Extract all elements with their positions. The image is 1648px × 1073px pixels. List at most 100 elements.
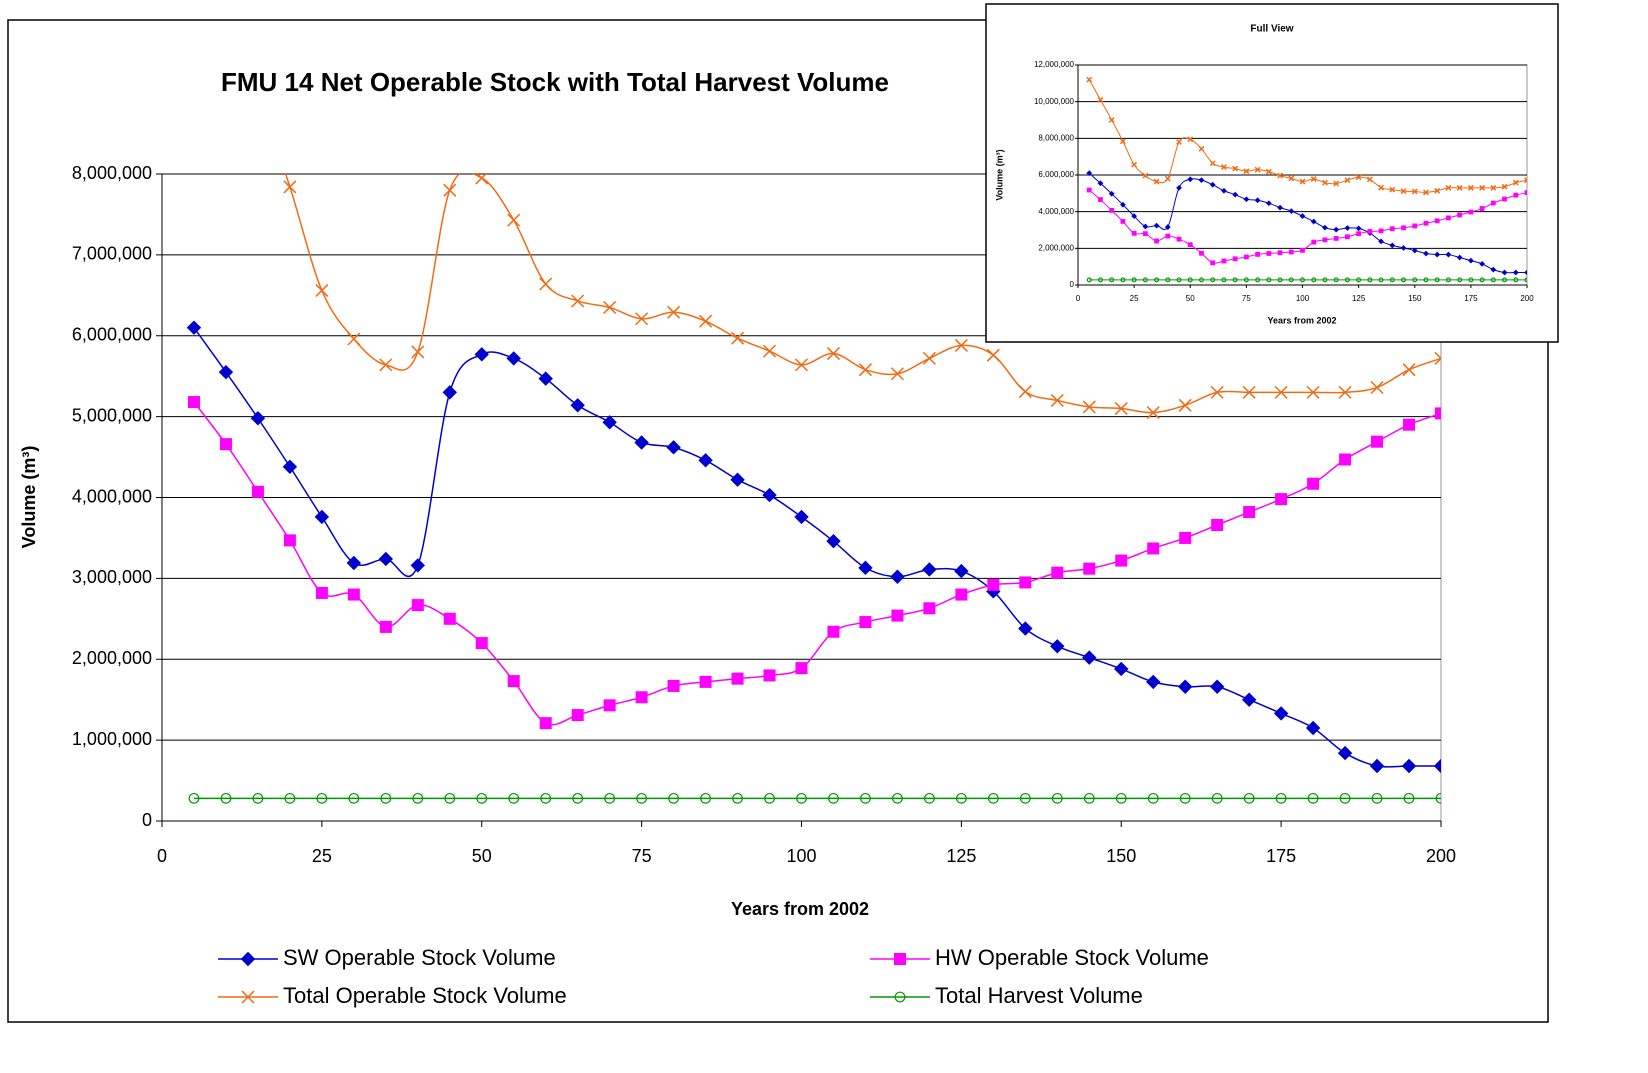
data-point: [1255, 251, 1260, 257]
data-point: [794, 509, 809, 525]
data-point: [1423, 220, 1429, 226]
data-point: [1457, 277, 1463, 283]
data-point: [347, 332, 361, 346]
data-point: [1243, 792, 1255, 804]
data-point: [1098, 197, 1103, 202]
data-point: [1018, 385, 1032, 399]
data-point: [1165, 233, 1171, 239]
data-point: [764, 792, 775, 804]
data-point: [954, 563, 969, 579]
data-point: [1401, 758, 1417, 774]
data-point: [1232, 165, 1239, 172]
y-tick-label: 5,000,000: [72, 405, 152, 425]
data-point: [1019, 792, 1031, 804]
data-point: [1502, 196, 1507, 202]
data-point: [442, 385, 457, 400]
data-point: [538, 371, 553, 386]
data-point: [1389, 226, 1395, 232]
y-tick-label: 1,000,000: [72, 729, 152, 749]
data-point: [1221, 277, 1227, 283]
y-tick-label: 4,000,000: [1038, 207, 1074, 216]
data-point: [1018, 621, 1033, 636]
data-point: [220, 792, 232, 804]
data-point: [922, 562, 937, 577]
data-point: [219, 438, 232, 451]
data-point: [1412, 223, 1418, 229]
data-point: [731, 331, 745, 345]
data-point: [412, 792, 424, 804]
data-point: [635, 312, 649, 326]
y-tick-label: 4,000,000: [72, 486, 152, 506]
data-point: [1265, 168, 1272, 175]
y-axis-label: Volume (m³): [19, 446, 39, 549]
data-point: [1266, 277, 1272, 283]
data-point: [1082, 650, 1097, 665]
data-point: [1255, 277, 1261, 283]
data-point: [858, 560, 873, 576]
data-point: [699, 314, 713, 328]
data-point: [411, 345, 425, 359]
y-tick-label: 0: [1070, 280, 1075, 289]
y-tick-label: 3,000,000: [72, 567, 152, 587]
data-point: [220, 0, 232, 10]
data-point: [1221, 187, 1227, 194]
data-point: [348, 792, 360, 804]
data-point: [1434, 218, 1440, 224]
data-point: [1524, 269, 1527, 276]
data-point: [1446, 215, 1451, 221]
data-point: [251, 485, 264, 498]
data-point: [1355, 225, 1362, 232]
data-point: [1178, 398, 1192, 412]
data-point: [1277, 172, 1283, 179]
data-point: [1232, 256, 1238, 262]
y-tick-label: 2,000,000: [1038, 243, 1074, 252]
data-point: [1403, 418, 1416, 431]
data-point: [1242, 385, 1256, 399]
data-point: [1243, 506, 1256, 519]
data-point: [1108, 117, 1115, 123]
data-point: [250, 411, 266, 426]
data-point: [1479, 206, 1485, 211]
data-point: [410, 558, 425, 573]
y-tick-label: 8,000,000: [1038, 133, 1074, 142]
data-point: [1142, 231, 1148, 237]
x-tick-label: 75: [1242, 294, 1251, 303]
data-point: [1401, 277, 1407, 283]
data-point: [1198, 277, 1204, 283]
legend-label: Total Operable Stock Volume: [283, 983, 567, 1008]
x-tick-label: 100: [1296, 294, 1310, 303]
data-point: [379, 620, 392, 633]
data-point: [1434, 351, 1441, 365]
data-point: [1131, 213, 1138, 219]
data-point: [1423, 189, 1429, 196]
data-point: [444, 792, 456, 804]
data-point: [1131, 277, 1137, 283]
data-point: [1164, 175, 1171, 182]
data-point: [763, 669, 776, 682]
data-point: [252, 792, 264, 804]
data-point: [1187, 242, 1193, 248]
data-point: [1366, 176, 1373, 183]
data-point: [1277, 204, 1283, 211]
data-point: [1154, 238, 1159, 244]
data-point: [1434, 251, 1441, 258]
data-point: [1142, 277, 1148, 283]
data-point: [474, 347, 489, 362]
data-point: [1333, 226, 1340, 233]
data-point: [698, 453, 713, 468]
data-point: [475, 174, 489, 185]
data-point: [443, 183, 457, 197]
data-point: [1176, 184, 1182, 191]
x-tick-label: 75: [632, 846, 652, 866]
data-point: [347, 588, 360, 601]
data-point: [1344, 277, 1350, 283]
x-tick-label: 25: [312, 846, 332, 866]
x-tick-label: 0: [157, 846, 167, 866]
data-point: [1356, 277, 1362, 283]
data-point: [1164, 224, 1171, 230]
data-point: [1114, 661, 1129, 677]
data-point: [1355, 174, 1362, 181]
data-point: [635, 691, 648, 704]
